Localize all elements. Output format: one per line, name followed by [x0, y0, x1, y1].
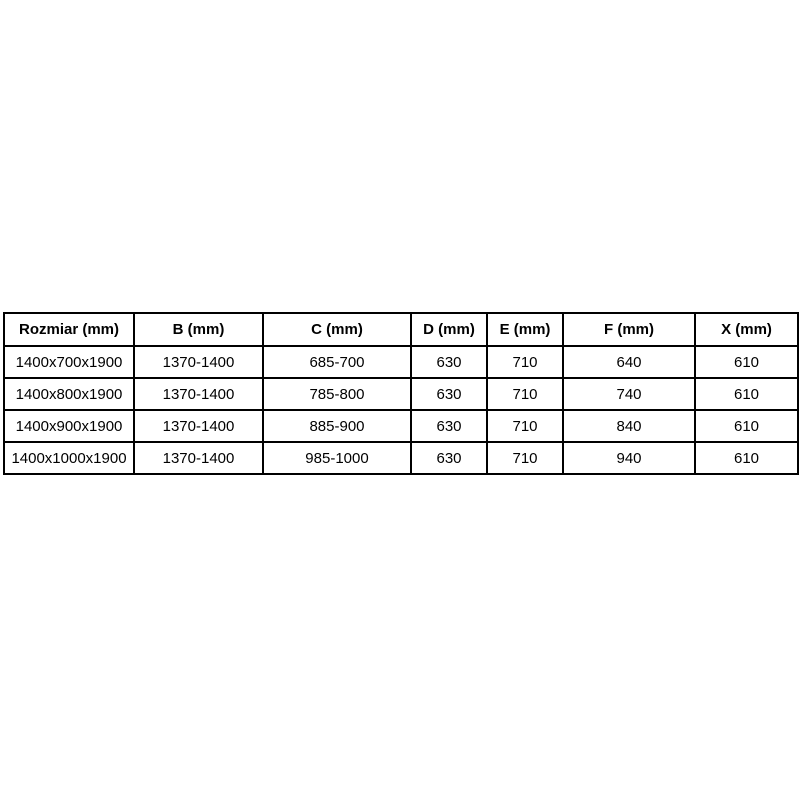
- column-header-d: D (mm): [410, 312, 488, 347]
- table-cell: 1370-1400: [133, 409, 264, 443]
- table-cell: 710: [486, 409, 564, 443]
- column-header-f: F (mm): [562, 312, 696, 347]
- table-cell: 1400x800x1900: [3, 377, 135, 411]
- table-header-row: Rozmiar (mm) B (mm) C (mm) D (mm) E (mm) F (m…: [3, 312, 799, 347]
- table-cell: 985-1000: [262, 441, 412, 475]
- table-cell: 610: [694, 377, 799, 411]
- table-cell: 1400x900x1900: [3, 409, 135, 443]
- table-cell: 710: [486, 345, 564, 379]
- table-row: 1400x800x1900 1370-1400 785-800 630 710 740 61…: [3, 377, 799, 411]
- table-cell: 1370-1400: [133, 441, 264, 475]
- table-cell: 1370-1400: [133, 377, 264, 411]
- table-cell: 885-900: [262, 409, 412, 443]
- table-row: 1400x700x1900 1370-1400 685-700 630 710 640 61…: [3, 345, 799, 379]
- table-cell: 630: [410, 441, 488, 475]
- table-cell: 630: [410, 345, 488, 379]
- table-cell: 1370-1400: [133, 345, 264, 379]
- table-row: 1400x900x1900 1370-1400 885-900 630 710 840 61…: [3, 409, 799, 443]
- column-header-rozmiar: Rozmiar (mm): [3, 312, 135, 347]
- table-cell: 840: [562, 409, 696, 443]
- table-cell: 640: [562, 345, 696, 379]
- table-cell: 740: [562, 377, 696, 411]
- table-cell: 1400x1000x1900: [3, 441, 135, 475]
- dimensions-table-container: Rozmiar (mm) B (mm) C (mm) D (mm) E (mm) F (m…: [3, 312, 799, 475]
- table-cell: 630: [410, 377, 488, 411]
- table-cell: 610: [694, 441, 799, 475]
- table-cell: 785-800: [262, 377, 412, 411]
- column-header-x: X (mm): [694, 312, 799, 347]
- column-header-e: E (mm): [486, 312, 564, 347]
- table-cell: 610: [694, 409, 799, 443]
- dimensions-table: Rozmiar (mm) B (mm) C (mm) D (mm) E (mm) F (m…: [3, 312, 799, 475]
- table-cell: 1400x700x1900: [3, 345, 135, 379]
- table-row: 1400x1000x1900 1370-1400 985-1000 630 710 940…: [3, 441, 799, 475]
- table-body: 1400x700x1900 1370-1400 685-700 630 710 640 61…: [3, 345, 799, 475]
- table-cell: 710: [486, 441, 564, 475]
- column-header-b: B (mm): [133, 312, 264, 347]
- column-header-c: C (mm): [262, 312, 412, 347]
- table-cell: 610: [694, 345, 799, 379]
- table-cell: 940: [562, 441, 696, 475]
- table-cell: 685-700: [262, 345, 412, 379]
- table-cell: 630: [410, 409, 488, 443]
- table-cell: 710: [486, 377, 564, 411]
